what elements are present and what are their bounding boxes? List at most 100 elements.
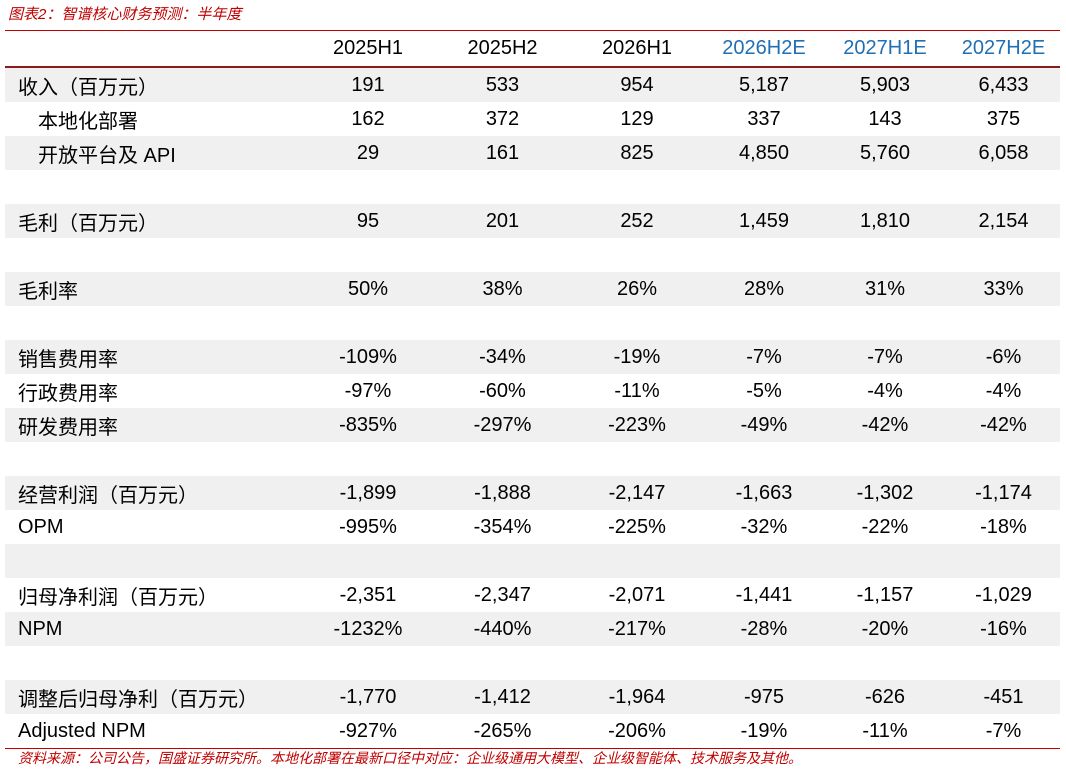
spacer (5, 238, 1060, 272)
cell: -1,888 (474, 481, 531, 504)
cell: -626 (864, 685, 906, 708)
cell: -97% (344, 379, 392, 402)
cell: -34% (479, 345, 526, 368)
spacer-row (5, 306, 1060, 340)
cell: -22% (861, 515, 909, 538)
row-label: 收入（百万元） (18, 76, 158, 99)
cell: 38% (482, 277, 523, 300)
spacer (5, 646, 1060, 680)
table-row: 收入（百万元） 191 533 954 5,187 5,903 6,433 (5, 67, 1060, 102)
header-row: 2025H1 2025H2 2026H1 2026H2E 2027H1E 2027H2E (5, 30, 1060, 68)
cell: 954 (620, 73, 654, 96)
cell: -265% (473, 719, 532, 742)
cell: -4% (867, 379, 903, 402)
spacer-row (5, 170, 1060, 204)
row-label: 毛利（百万元） (18, 212, 158, 235)
cell: -1,029 (975, 583, 1032, 606)
cell: -7% (985, 719, 1022, 742)
cell: -28% (740, 617, 788, 640)
cell: 825 (620, 141, 654, 164)
cell: -16% (980, 617, 1027, 640)
cell: -20% (861, 617, 909, 640)
row-label: OPM (18, 515, 64, 538)
cell: 5,760 (859, 141, 911, 164)
cell: 375 (986, 107, 1021, 130)
cell: -206% (608, 719, 666, 742)
row-label: 销售费用率 (18, 348, 118, 371)
cell: 4,850 (738, 141, 790, 164)
forecast-table: 2025H1 2025H2 2026H1 2026H2E 2027H1E 2027H2E … (5, 30, 1060, 749)
cell: 337 (747, 107, 781, 130)
cell: 95 (356, 209, 380, 232)
table-body: 收入（百万元） 191 533 954 5,187 5,903 6,433 本地化部署 162 3… (5, 67, 1060, 749)
cell: 2,154 (978, 209, 1029, 232)
table-row: 开放平台及 API 29 161 825 4,850 5,760 6,058 (5, 136, 1060, 170)
cell: -835% (339, 413, 397, 436)
table-row: 研发费用率 -835% -297% -223% -49% -42% -42% (5, 408, 1060, 442)
cell: -2,071 (608, 583, 666, 606)
cell: 252 (620, 209, 654, 232)
cell: 143 (868, 107, 902, 130)
cell: 28% (743, 277, 785, 300)
spacer-row (5, 646, 1060, 680)
row-label: Adjusted NPM (18, 719, 146, 742)
cell: -1,770 (339, 685, 397, 708)
cell: -223% (608, 413, 666, 436)
cell: 33% (983, 277, 1024, 300)
cell: 372 (485, 107, 520, 130)
cell: -297% (473, 413, 532, 436)
column-header: 2026H2E (705, 30, 823, 68)
cell: 5,187 (738, 73, 790, 96)
cell: 191 (351, 73, 385, 96)
spacer (5, 544, 1060, 578)
cell: -217% (608, 617, 666, 640)
corner (5, 30, 300, 68)
spacer (5, 442, 1060, 476)
cell: -49% (740, 413, 788, 436)
cell: 129 (620, 107, 654, 130)
row-label: 开放平台及 API (38, 144, 176, 167)
cell: -109% (339, 345, 397, 368)
cell: -451 (983, 685, 1024, 708)
cell: -2,147 (608, 481, 666, 504)
cell: 6,058 (978, 141, 1029, 164)
table-row: NPM -1232% -440% -217% -28% -20% -16% (5, 612, 1060, 646)
cell: -1,157 (856, 583, 914, 606)
cell: 6,433 (978, 73, 1029, 96)
cell: 201 (485, 209, 520, 232)
spacer-row (5, 544, 1060, 578)
cell: -354% (473, 515, 532, 538)
row-label: 本地化部署 (38, 110, 138, 133)
row-label: 研发费用率 (18, 416, 118, 439)
cell: 29 (356, 141, 380, 164)
cell: 31% (864, 277, 906, 300)
table-row: 归母净利润（百万元） -2,351 -2,347 -2,071 -1,441 -1,157… (5, 578, 1060, 612)
cell: -5% (746, 379, 782, 402)
cell: -1,964 (608, 685, 666, 708)
cell: -440% (473, 617, 532, 640)
cell: 5,903 (859, 73, 911, 96)
column-header: 2027H1E (823, 30, 947, 68)
table-row: 毛利率 50% 38% 26% 28% 31% 33% (5, 272, 1060, 306)
row-label: 行政费用率 (18, 382, 118, 405)
cell: -18% (980, 515, 1027, 538)
cell: -19% (740, 719, 788, 742)
row-label: 归母净利润（百万元） (18, 586, 218, 609)
cell: 162 (351, 107, 385, 130)
row-label: NPM (18, 617, 63, 640)
row-label: 调整后归母净利（百万元） (18, 688, 258, 711)
column-header: 2027H2E (947, 30, 1060, 68)
table-row: 毛利（百万元） 95 201 252 1,459 1,810 2,154 (5, 204, 1060, 238)
cell: -32% (740, 515, 788, 538)
row-label: 毛利率 (18, 280, 78, 303)
spacer (5, 306, 1060, 340)
cell: -975 (743, 685, 785, 708)
cell: 161 (485, 141, 520, 164)
column-header: 2026H1 (569, 30, 705, 68)
cell: -19% (613, 345, 661, 368)
column-header: 2025H1 (300, 30, 436, 68)
cell: -225% (608, 515, 666, 538)
row-label: 经营利润（百万元） (18, 484, 198, 507)
cell: -11% (862, 719, 908, 742)
spacer-row (5, 238, 1060, 272)
